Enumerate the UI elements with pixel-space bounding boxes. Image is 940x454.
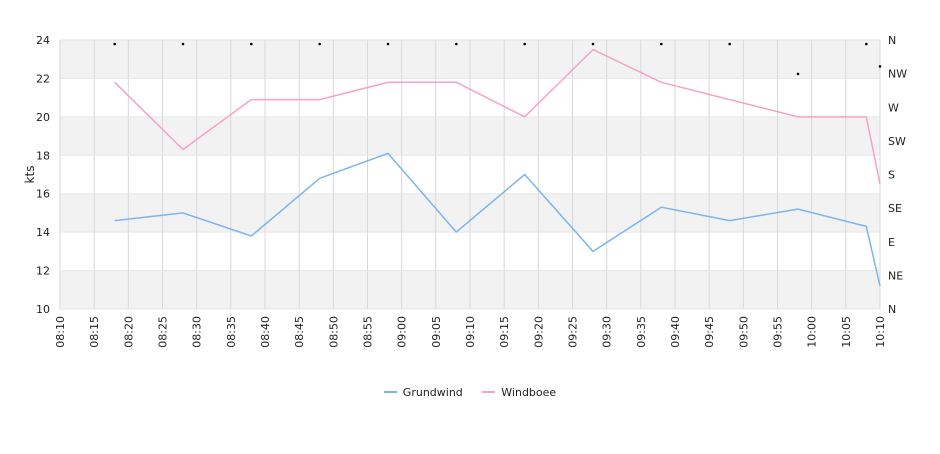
x-tick-label: 08:55 [362,316,375,348]
direction-axis-label: NW [888,68,907,81]
direction-point [865,42,868,46]
x-tick-label: 08:50 [327,316,340,348]
x-tick-label: 10:10 [874,316,887,348]
y-tick-label: 16 [36,188,50,201]
x-tick-label: 09:25 [567,316,580,348]
x-tick-label: 09:45 [703,316,716,348]
y-tick-label: 22 [36,72,50,85]
direction-axis-label: NE [888,269,903,282]
y-tick-label: 14 [36,226,50,239]
series-line-grundwind [114,152,881,287]
direction-point [796,72,800,76]
x-tick-label: 08:15 [88,316,101,348]
direction-axis-label: N [888,34,896,47]
x-tick-label: 08:20 [122,316,135,348]
x-tick-label: 09:05 [430,316,443,348]
y-tick-label: 10 [36,303,50,316]
direction-point [660,42,663,46]
direction-point [113,42,116,46]
direction-axis-label: SE [888,202,902,215]
y-tick-label: 24 [36,34,50,47]
direction-point [181,42,185,46]
direction-point [455,42,458,46]
x-tick-label: 10:00 [806,316,819,348]
direction-point [318,42,321,46]
x-tick-label: 10:05 [840,316,853,348]
legend-item-windboee[interactable]: Windboee [482,386,556,399]
y-tick-label: 12 [36,265,50,278]
x-tick-label: 09:40 [669,316,682,348]
direction-axis-label: S [888,169,895,182]
direction-point [591,42,595,46]
x-tick-label: 09:55 [772,316,785,348]
y-tick-label: 20 [36,111,50,124]
direction-axis-label: E [888,236,895,249]
x-tick-label: 08:45 [293,316,306,348]
x-tick-label: 08:30 [191,316,204,348]
x-tick-label: 08:25 [157,316,170,348]
legend-item-grundwind[interactable]: Grundwind [383,385,463,399]
series-line-windboee [114,48,881,185]
x-tick-label: 09:15 [498,316,511,348]
direction-point [878,65,882,68]
x-tick-label: 09:35 [635,316,648,348]
direction-point [728,42,731,46]
y-tick-label: 18 [36,149,50,162]
legend-label-windboee: Windboee [501,385,557,399]
direction-axis-label: SW [888,135,906,148]
direction-point [386,42,390,46]
x-tick-label: 08:35 [225,316,238,348]
x-tick-label: 09:00 [396,316,409,348]
direction-point [250,42,253,46]
x-tick-label: 09:10 [464,316,477,348]
x-tick-label: 08:10 [54,316,67,348]
x-tick-label: 08:40 [259,316,272,348]
legend-swatch-windboee [482,391,496,393]
direction-axis-label: W [888,101,899,114]
x-tick-label: 09:50 [737,316,750,348]
chart-legend: Grundwind Windboee [0,383,940,399]
x-tick-label: 09:30 [601,316,614,348]
direction-point [523,42,526,46]
legend-swatch-grundwind [383,391,397,393]
legend-label-grundwind: Grundwind [402,385,463,399]
y-axis-title: kts [23,166,37,184]
x-tick-label: 09:20 [532,316,545,348]
direction-axis-label: N [888,303,896,316]
